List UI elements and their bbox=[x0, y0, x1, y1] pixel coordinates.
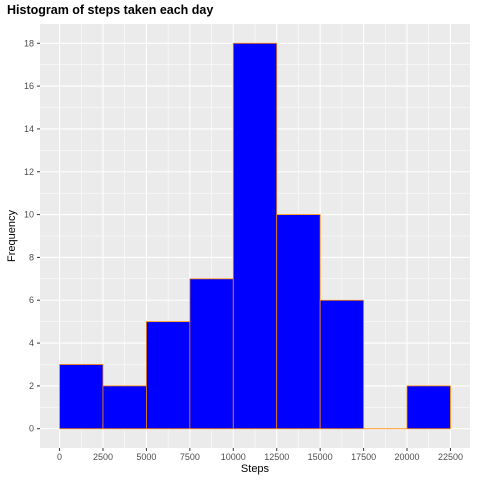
chart-title: Histogram of steps taken each day bbox=[7, 3, 214, 17]
y-tick-label: 12 bbox=[24, 167, 34, 177]
y-tick-label: 6 bbox=[29, 295, 34, 305]
y-tick-label: 16 bbox=[24, 81, 34, 91]
x-tick-label: 7500 bbox=[180, 452, 200, 462]
x-tick-label: 12500 bbox=[264, 452, 289, 462]
x-tick-label: 5000 bbox=[136, 452, 156, 462]
histogram-bar-2 bbox=[102, 385, 147, 430]
y-tick-label: 2 bbox=[29, 381, 34, 391]
histogram-bar-6 bbox=[276, 214, 321, 430]
y-tick-label: 14 bbox=[24, 124, 34, 134]
x-tick-label: 15000 bbox=[308, 452, 333, 462]
histogram-bar-1 bbox=[59, 364, 104, 430]
x-tick-label: 17500 bbox=[351, 452, 376, 462]
y-tick-label: 0 bbox=[29, 424, 34, 434]
y-tick-label: 4 bbox=[29, 338, 34, 348]
y-axis: 0 2 4 6 8 10 12 14 16 18 bbox=[24, 38, 40, 434]
histogram-bar-5 bbox=[232, 42, 278, 430]
y-tick-label: 10 bbox=[24, 210, 34, 220]
x-tick-label: 0 bbox=[57, 452, 62, 462]
histogram-bar-4 bbox=[189, 278, 234, 430]
y-tick-label: 18 bbox=[24, 38, 34, 48]
x-axis: 0 2500 5000 7500 10000 12500 15000 17500 20000 22… bbox=[57, 448, 463, 462]
x-axis-title: Steps bbox=[241, 463, 270, 475]
y-axis-title: Frequency bbox=[6, 210, 18, 262]
histogram-bar-3 bbox=[146, 321, 191, 430]
histogram-bar-9 bbox=[406, 385, 451, 430]
x-tick-label: 22500 bbox=[438, 452, 463, 462]
x-tick-label: 2500 bbox=[93, 452, 113, 462]
x-tick-label: 20000 bbox=[395, 452, 420, 462]
histogram-bars bbox=[59, 42, 451, 430]
y-tick-label: 8 bbox=[29, 252, 34, 262]
histogram-bar-7 bbox=[319, 299, 364, 430]
x-tick-label: 10000 bbox=[221, 452, 246, 462]
